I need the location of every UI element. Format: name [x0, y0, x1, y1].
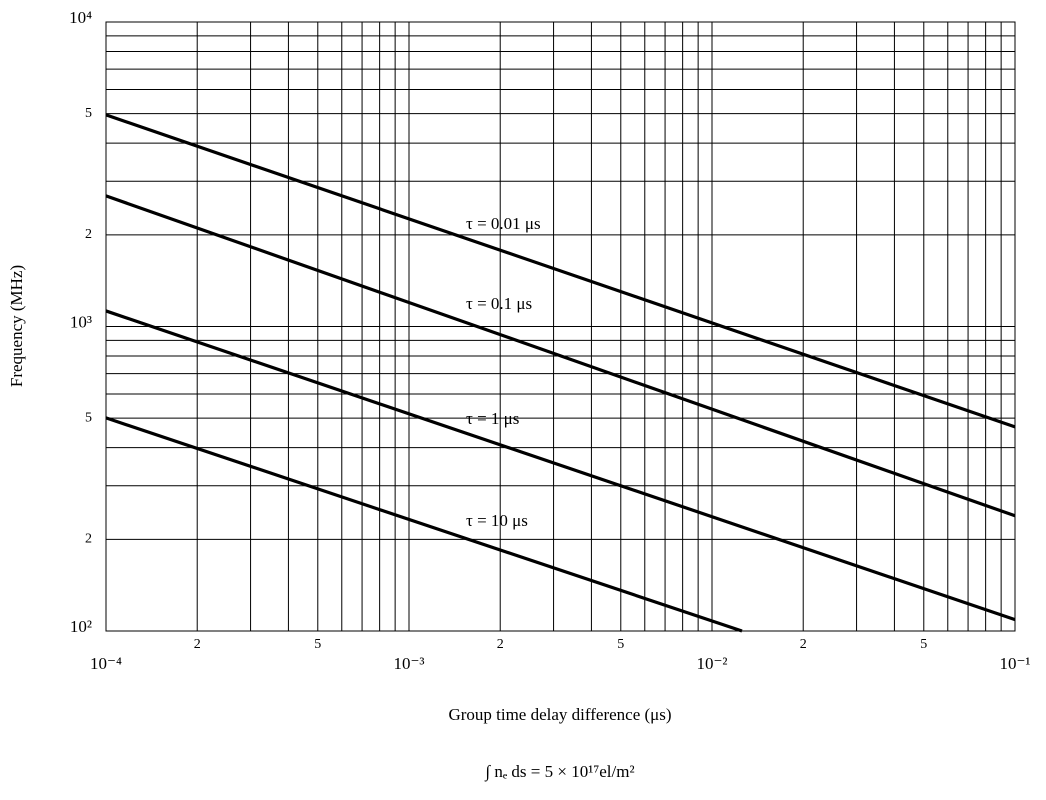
series-label: τ = 1 μs — [466, 409, 519, 428]
x-tick-label: 2 — [800, 637, 807, 652]
footnote: ∫ nₑ ds = 5 × 10¹⁷el/m² — [484, 762, 634, 782]
series-label: τ = 10 μs — [466, 511, 528, 530]
x-tick-label: 5 — [314, 637, 321, 652]
x-tick-label: 10⁻⁴ — [90, 654, 122, 673]
x-axis-title: Group time delay difference (μs) — [448, 705, 671, 724]
x-tick-label: 10⁻¹ — [999, 654, 1030, 673]
x-tick-label: 10⁻² — [696, 654, 727, 673]
series-line — [105, 113, 1016, 429]
y-axis-title: Frequency (MHz) — [7, 265, 26, 387]
y-tick-label: 5 — [85, 106, 92, 121]
y-tick-label: 10³ — [70, 312, 92, 331]
series-line — [105, 194, 1016, 518]
x-tick-label: 5 — [920, 637, 927, 652]
y-tick-label: 5 — [85, 410, 92, 425]
y-tick-label: 2 — [85, 227, 92, 242]
series-line — [105, 309, 1016, 622]
y-tick-label: 10² — [70, 617, 92, 636]
plot-frame — [105, 21, 1016, 632]
x-tick-label: 2 — [497, 637, 504, 652]
series-label: τ = 0.01 μs — [466, 214, 541, 233]
y-tick-label: 2 — [85, 532, 92, 547]
series-line — [105, 416, 743, 633]
series-label: τ = 0.1 μs — [466, 294, 532, 313]
x-tick-label: 5 — [617, 637, 624, 652]
x-tick-label: 10⁻³ — [393, 654, 424, 673]
x-tick-label: 2 — [194, 637, 201, 652]
y-tick-label: 10⁴ — [69, 8, 92, 27]
